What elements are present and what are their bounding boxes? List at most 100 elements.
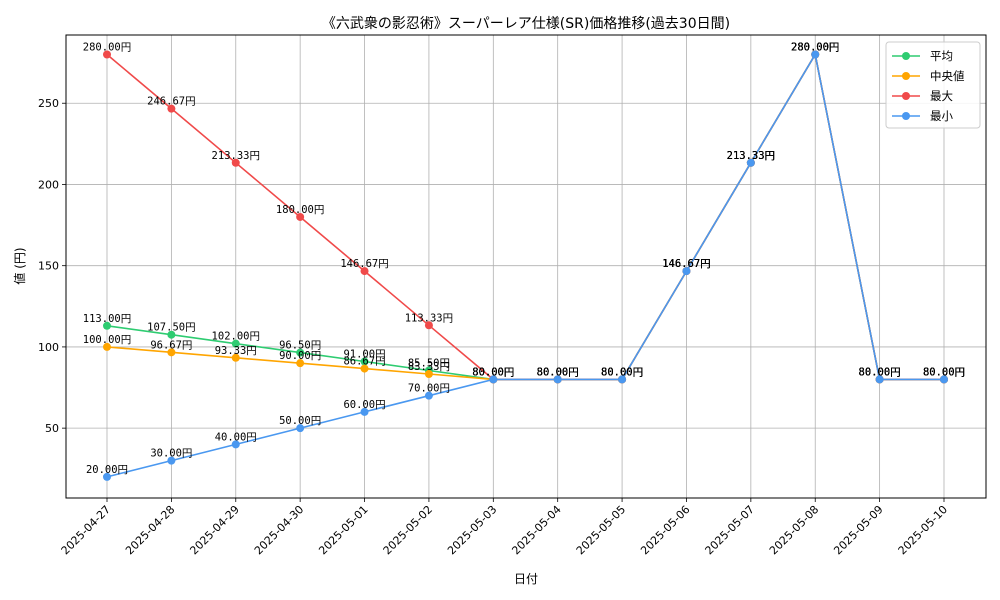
y-tick-label: 200	[38, 178, 59, 191]
data-label: 102.00円	[212, 331, 260, 343]
data-label: 280.00円	[791, 41, 839, 53]
data-label: 80.00円	[537, 366, 579, 378]
data-point	[489, 375, 498, 384]
data-label: 80.00円	[859, 366, 901, 378]
data-point	[167, 456, 176, 465]
data-label: 246.67円	[147, 96, 195, 108]
data-point	[296, 359, 305, 368]
data-point	[360, 407, 369, 416]
data-point	[360, 364, 369, 373]
data-label: 80.00円	[859, 366, 901, 378]
data-label: 86.67円	[343, 356, 385, 368]
data-label: 20.00円	[86, 464, 128, 476]
data-label: 80.00円	[537, 366, 579, 378]
data-point	[167, 330, 176, 339]
data-label: 280.00円	[83, 41, 131, 53]
data-point	[296, 348, 305, 357]
data-point	[103, 50, 111, 59]
y-axis-title: 値 (円)	[12, 247, 27, 284]
data-label: 280.00円	[791, 41, 839, 53]
data-labels: 113.00円107.50円102.00円96.50円91.00円85.50円8…	[83, 41, 965, 475]
data-label: 80.00円	[923, 366, 965, 378]
data-label: 213.33円	[727, 150, 775, 162]
x-tick-label: 2025-05-09	[831, 503, 885, 557]
data-label: 80.00円	[537, 366, 579, 378]
data-point	[360, 357, 369, 366]
legend-label: 平均	[930, 49, 953, 63]
x-tick-label: 2025-05-01	[316, 503, 370, 557]
legend-marker	[902, 52, 910, 60]
data-point	[231, 158, 240, 167]
data-label: 146.67円	[662, 258, 710, 270]
data-label: 113.00円	[83, 313, 131, 325]
x-axis-ticks: 2025-04-27 2025-04-28 2025-04-29 2025-04-30…	[59, 498, 950, 557]
y-tick-label: 100	[38, 341, 59, 354]
x-axis-title: 日付	[514, 572, 538, 586]
x-tick-label: 2025-04-30	[252, 503, 306, 557]
x-tick-label: 2025-05-06	[638, 503, 692, 557]
data-point	[424, 321, 433, 330]
data-label: 93.33円	[215, 345, 257, 357]
data-point	[167, 104, 176, 113]
data-label: 30.00円	[150, 448, 192, 460]
data-label: 213.33円	[212, 150, 260, 162]
x-tick-label: 2025-05-02	[381, 503, 435, 557]
x-tick-label: 2025-04-27	[59, 503, 113, 557]
data-label: 80.00円	[537, 366, 579, 378]
legend-box	[885, 41, 981, 129]
y-tick-label: 50	[45, 422, 59, 435]
plot-background	[66, 35, 986, 498]
data-label: 80.00円	[472, 366, 514, 378]
x-tick-label: 2025-04-29	[187, 503, 241, 557]
data-label: 80.00円	[601, 366, 643, 378]
data-label: 213.33円	[727, 150, 775, 162]
legend-label: 最小	[930, 109, 953, 123]
data-point	[231, 353, 240, 362]
x-tick-label: 2025-05-04	[509, 503, 563, 557]
data-label: 50.00円	[279, 415, 321, 427]
data-label: 80.00円	[472, 366, 514, 378]
data-label: 113.33円	[405, 312, 453, 324]
data-point	[103, 321, 111, 330]
data-label: 180.00円	[276, 204, 324, 216]
data-label: 280.00円	[791, 41, 839, 53]
data-label: 40.00円	[215, 431, 257, 443]
grid	[66, 35, 986, 498]
data-point	[682, 267, 691, 276]
data-label: 146.67円	[340, 258, 388, 270]
data-label: 80.00円	[923, 366, 965, 378]
data-point	[940, 375, 948, 384]
x-tick-label: 2025-05-07	[703, 503, 757, 557]
data-label: 85.50円	[408, 357, 450, 369]
y-axis-ticks: 50 100 150 200 250	[38, 97, 66, 435]
data-label: 80.00円	[923, 366, 965, 378]
data-point	[296, 212, 305, 221]
data-label: 146.67円	[662, 258, 710, 270]
x-tick-label: 2025-05-05	[574, 503, 628, 557]
data-point	[231, 339, 240, 348]
data-label: 146.67円	[662, 258, 710, 270]
data-label: 107.50円	[147, 322, 195, 334]
data-label: 83.33円	[408, 361, 450, 373]
legend-marker	[902, 72, 910, 80]
data-point	[103, 342, 111, 351]
y-tick-label: 150	[38, 260, 59, 273]
data-label: 146.67円	[662, 258, 710, 270]
x-tick-label: 2025-05-08	[767, 503, 821, 557]
data-point	[875, 375, 884, 384]
data-point	[167, 348, 176, 357]
data-label: 280.00円	[791, 41, 839, 53]
legend-label: 最大	[930, 89, 953, 103]
data-label: 96.67円	[150, 339, 192, 351]
data-label: 80.00円	[601, 366, 643, 378]
data-label: 80.00円	[601, 366, 643, 378]
legend-marker	[902, 92, 910, 100]
legend-label: 中央値	[930, 69, 965, 83]
series-layer	[103, 50, 948, 481]
y-tick-label: 250	[38, 97, 59, 110]
data-point	[103, 472, 111, 481]
data-label: 70.00円	[408, 383, 450, 395]
data-point	[553, 375, 562, 384]
